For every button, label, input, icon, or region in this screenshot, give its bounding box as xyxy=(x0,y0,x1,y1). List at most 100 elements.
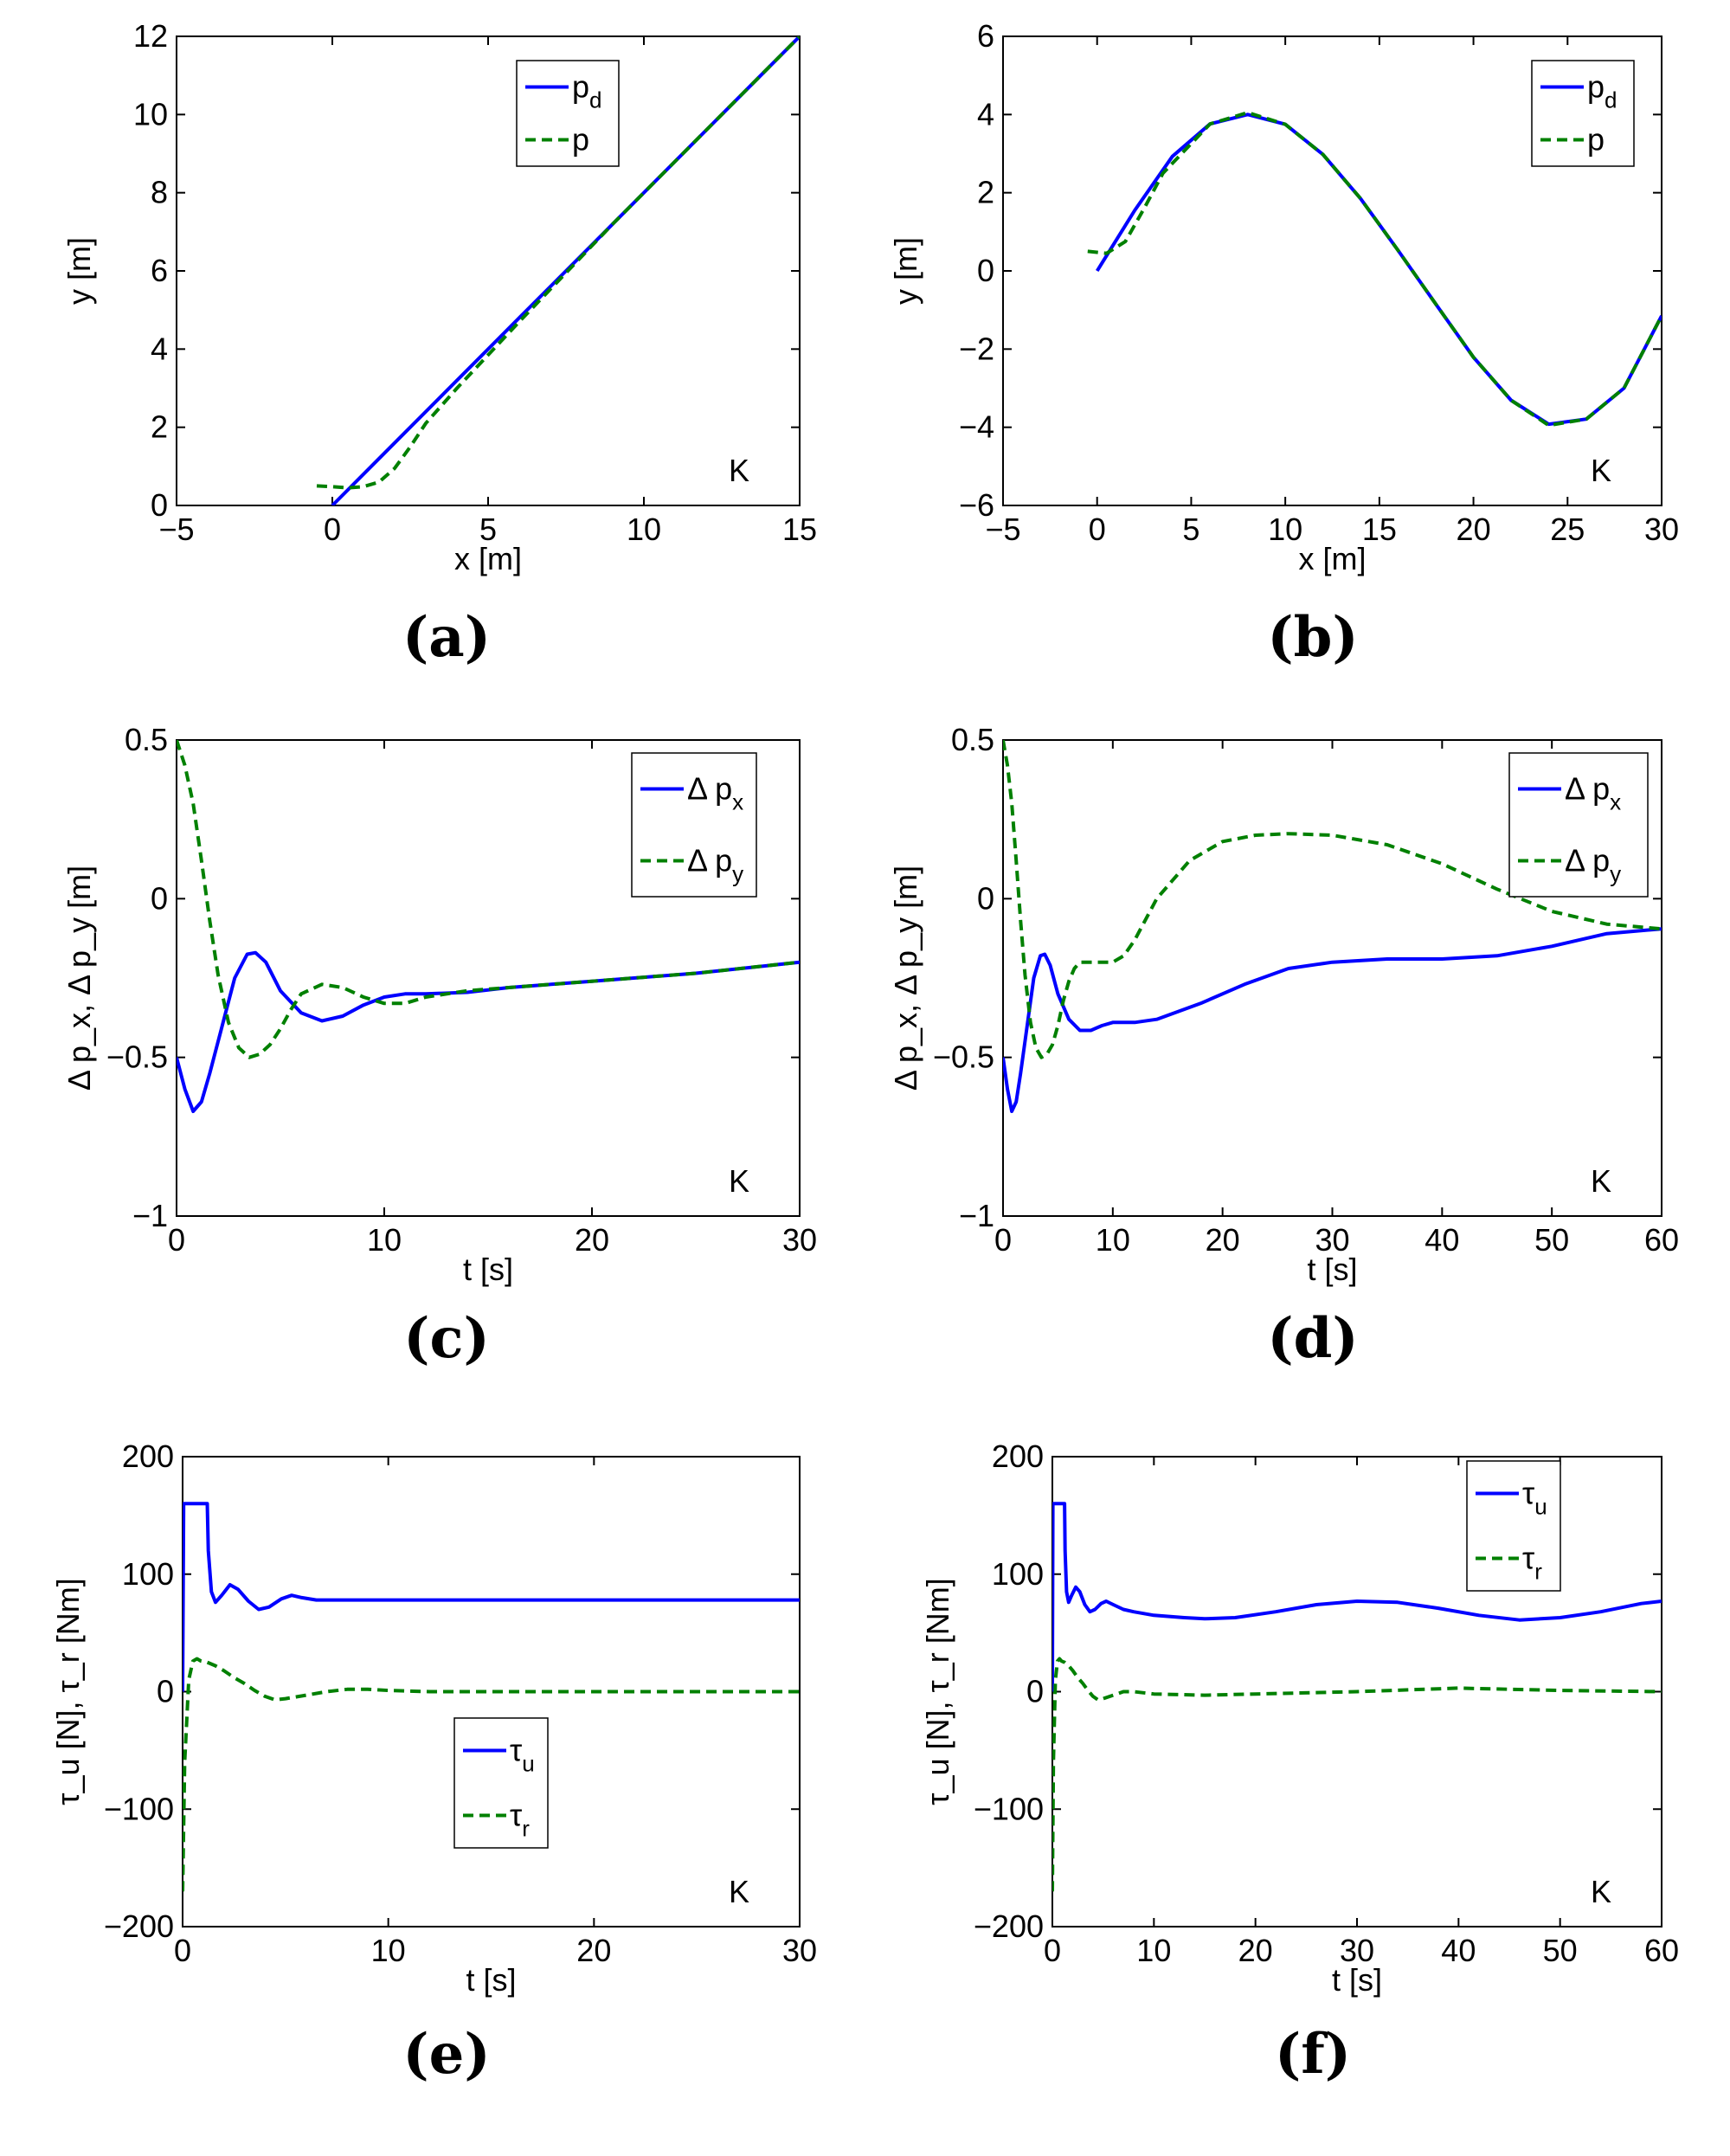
y-tick-label: 200 xyxy=(992,1438,1044,1474)
x-tick-label: −5 xyxy=(985,512,1020,547)
x-axis-label: t [s] xyxy=(463,1252,513,1287)
x-tick-label: 40 xyxy=(1425,1222,1459,1258)
y-axis-label: y [m] xyxy=(888,237,923,305)
legend-box xyxy=(1508,752,1649,898)
legend-label: τu xyxy=(1522,1476,1547,1520)
x-axis-label: t [s] xyxy=(466,1962,516,1998)
x-tick-label: 10 xyxy=(1096,1222,1130,1258)
series-line-1 xyxy=(1052,1502,1662,1692)
legend-label: pd xyxy=(572,69,602,113)
y-tick-label: 4 xyxy=(977,96,994,132)
x-tick-label: 40 xyxy=(1441,1933,1476,1968)
x-tick-label: 20 xyxy=(1238,1933,1273,1968)
series-line-2 xyxy=(183,1657,800,1892)
annotation-k: K xyxy=(1591,1163,1611,1199)
y-tick-label: 200 xyxy=(122,1438,174,1474)
x-tick-label: 30 xyxy=(1644,512,1679,547)
legend-label: Δ py xyxy=(687,843,743,887)
x-tick-label: 60 xyxy=(1644,1933,1679,1968)
x-tick-label: 50 xyxy=(1543,1933,1578,1968)
x-tick-label: 30 xyxy=(1340,1933,1374,1968)
y-axis-label: y [m] xyxy=(61,237,97,305)
x-axis-label: t [s] xyxy=(1307,1252,1357,1287)
legend: Δ px Δ py xyxy=(1508,752,1649,898)
x-tick-label: 20 xyxy=(575,1222,609,1258)
y-tick-label: 0 xyxy=(977,253,994,288)
y-tick-label: −1 xyxy=(132,1198,168,1233)
y-tick-label: −4 xyxy=(959,409,994,445)
x-axis-label: x [m] xyxy=(454,541,522,576)
x-tick-label: 30 xyxy=(1315,1222,1349,1258)
chart-b: −5 0 5 10 15 20 25 30 −6 −4 −2 0 2 4 6 x [m] y [m] pd p K (b… xyxy=(888,18,1679,670)
y-tick-label: −0.5 xyxy=(933,1039,994,1075)
y-tick-label: 4 xyxy=(151,331,168,366)
y-axis-label: τ_u [N], τ_r [Nm] xyxy=(50,1578,86,1805)
y-tick-label: 0 xyxy=(1026,1674,1044,1709)
series-line-2 xyxy=(316,36,800,490)
y-tick-label: 0.5 xyxy=(951,722,994,757)
legend-label: p xyxy=(572,122,589,158)
x-tick-label: 30 xyxy=(782,1933,817,1968)
plot-frame xyxy=(176,739,801,1217)
x-tick-label: 20 xyxy=(576,1933,611,1968)
plot-frame xyxy=(176,35,801,506)
annotation-k: K xyxy=(729,1163,749,1199)
y-tick-label: −0.5 xyxy=(106,1039,168,1075)
x-tick-label: 15 xyxy=(782,512,817,547)
legend-label: p xyxy=(1587,122,1605,158)
legend-label: Δ py xyxy=(1565,843,1621,887)
legend: pd p xyxy=(516,60,620,167)
annotation-k: K xyxy=(1591,453,1611,488)
x-tick-label: 10 xyxy=(371,1933,406,1968)
x-axis-label: x [m] xyxy=(1299,541,1367,576)
x-tick-label: 50 xyxy=(1534,1222,1569,1258)
x-tick-label: 0 xyxy=(324,512,341,547)
legend: pd p xyxy=(1531,60,1635,167)
y-tick-label: 0 xyxy=(157,1674,174,1709)
y-tick-label: −200 xyxy=(974,1908,1044,1944)
x-tick-label: 30 xyxy=(782,1222,817,1258)
y-tick-label: −2 xyxy=(959,331,994,366)
x-tick-label: 10 xyxy=(1268,512,1302,547)
legend-label: τu xyxy=(510,1733,535,1777)
annotation-k: K xyxy=(1591,1874,1611,1909)
y-tick-label: −1 xyxy=(959,1198,994,1233)
y-tick-label: −200 xyxy=(104,1908,174,1944)
x-tick-label: 20 xyxy=(1457,512,1491,547)
series-line-1 xyxy=(1003,927,1662,1113)
x-tick-label: 10 xyxy=(1136,1933,1171,1968)
x-tick-label: 0 xyxy=(1089,512,1106,547)
y-tick-label: 2 xyxy=(151,409,168,445)
y-tick-label: 0 xyxy=(977,880,994,916)
x-tick-label: −5 xyxy=(158,512,194,547)
annotation-k: K xyxy=(729,1874,749,1909)
y-tick-label: −6 xyxy=(959,487,994,523)
chart-e: 0 10 20 30 −200 −100 0 100 200 t [s] τ_u [N], τ_r … xyxy=(50,1438,817,2087)
legend-box xyxy=(631,752,757,898)
legend-label: Δ px xyxy=(1565,771,1621,815)
legend: τu τr xyxy=(1466,1460,1561,1592)
x-tick-label: 0 xyxy=(1044,1933,1061,1968)
x-tick-label: 5 xyxy=(479,512,497,547)
series-line-2 xyxy=(177,740,800,1059)
y-tick-label: 2 xyxy=(977,175,994,210)
panel-label-e: (e) xyxy=(402,2022,490,2087)
series-line-1 xyxy=(183,1502,800,1692)
x-tick-label: 60 xyxy=(1644,1222,1679,1258)
series-line-1 xyxy=(177,950,800,1113)
y-axis-label: τ_u [N], τ_r [Nm] xyxy=(920,1578,955,1805)
legend-box xyxy=(1531,60,1635,167)
y-tick-label: 0 xyxy=(151,487,168,523)
y-axis-label: Δ p_x, Δ p_y [m] xyxy=(888,866,923,1091)
x-tick-label: 0 xyxy=(994,1222,1012,1258)
legend-box xyxy=(453,1717,549,1849)
x-tick-label: 10 xyxy=(367,1222,402,1258)
x-tick-label: 0 xyxy=(168,1222,185,1258)
y-tick-label: 100 xyxy=(122,1556,174,1592)
y-tick-label: 6 xyxy=(151,253,168,288)
legend-box xyxy=(516,60,620,167)
x-tick-label: 25 xyxy=(1550,512,1585,547)
chart-d: 0 10 20 30 40 50 60 −1 −0.5 0 0.5 t [s] Δ p_x, Δ p_y… xyxy=(888,722,1679,1371)
